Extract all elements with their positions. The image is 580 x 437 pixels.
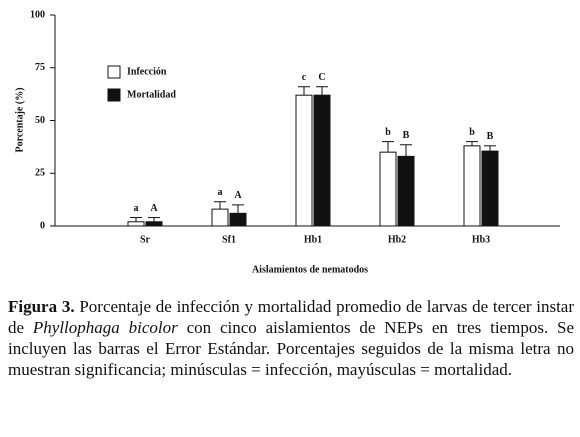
significance-letter: a xyxy=(218,187,223,198)
legend-swatch xyxy=(107,65,121,79)
legend-label: Mortalidad xyxy=(127,89,176,100)
bar xyxy=(229,212,247,227)
bar xyxy=(295,94,313,227)
y-tick-label: 75 xyxy=(35,62,45,73)
x-tick-label: Sf1 xyxy=(222,234,236,245)
caption-label: Figura 3. xyxy=(8,297,75,316)
significance-letter: b xyxy=(469,127,475,138)
caption-species: Phyllophaga bicolor xyxy=(32,318,178,337)
significance-letter: A xyxy=(150,203,158,214)
significance-letter: C xyxy=(318,72,325,83)
bar xyxy=(481,150,499,227)
bar xyxy=(145,221,163,227)
x-tick-label: Sr xyxy=(140,234,151,245)
x-tick-label: Hb1 xyxy=(304,234,322,245)
x-axis-label: Aislamientos de nematodos xyxy=(252,264,368,275)
significance-letter: B xyxy=(403,130,410,141)
significance-letter: a xyxy=(134,203,139,214)
significance-letter: B xyxy=(487,131,494,142)
caption: Figura 3. Porcentaje de infección y mort… xyxy=(8,296,574,380)
x-tick-label: Hb2 xyxy=(388,234,406,245)
x-tick-label: Hb3 xyxy=(472,234,490,245)
y-tick-label: 100 xyxy=(30,9,45,20)
significance-letter: b xyxy=(385,127,391,138)
y-tick-label: 0 xyxy=(40,220,45,231)
bar xyxy=(397,155,415,227)
legend-label: Infección xyxy=(127,66,167,77)
bar xyxy=(211,208,229,227)
bar xyxy=(463,145,481,227)
significance-letter: c xyxy=(302,72,307,83)
chart: Porcentaje (%) Aislamientos de nematodos… xyxy=(14,9,560,275)
legend-swatch xyxy=(107,88,121,102)
bar xyxy=(379,151,397,227)
y-tick-label: 50 xyxy=(35,115,45,126)
y-tick-label: 25 xyxy=(35,168,45,179)
y-axis-label: Porcentaje (%) xyxy=(14,87,25,152)
bar xyxy=(313,94,331,227)
bar xyxy=(127,221,145,227)
caption-text: Porcentaje de infección y mortalidad pro… xyxy=(8,297,575,337)
caption-text: con cinco aislamientos de NEPs en tres t… xyxy=(8,318,575,379)
significance-letter: A xyxy=(234,190,242,201)
